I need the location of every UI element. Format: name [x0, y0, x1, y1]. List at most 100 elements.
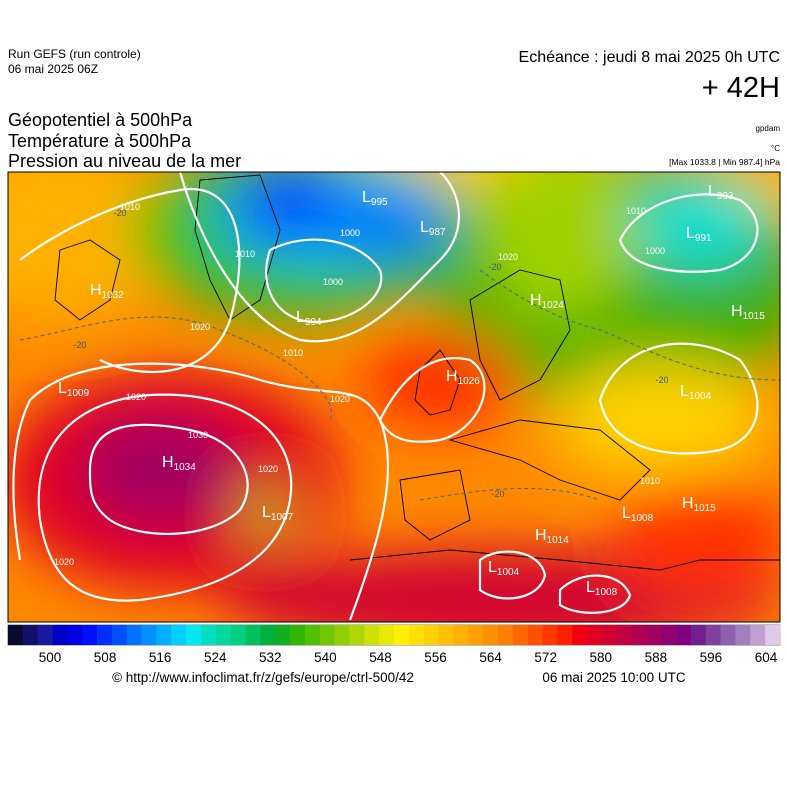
pressure-value: 994	[305, 317, 322, 328]
colorbar-tick-label: 524	[204, 650, 227, 665]
pressure-letter: H	[682, 495, 694, 512]
colorbar-swatch	[423, 625, 439, 645]
isobar-label: 1020	[498, 252, 518, 262]
map-field	[8, 172, 780, 622]
pressure-letter: H	[535, 527, 547, 544]
colorbar-swatch	[364, 625, 380, 645]
pressure-letter: H	[530, 292, 542, 309]
isobar-label: 1010	[626, 206, 646, 216]
field-title: Pression au niveau de la mer	[8, 151, 241, 171]
pressure-center: H1015	[682, 495, 716, 514]
colorbar-swatch	[8, 625, 24, 645]
colorbar-swatch	[661, 625, 677, 645]
colorbar-swatch	[201, 625, 217, 645]
colorbar-swatch	[111, 625, 128, 645]
pressure-letter: L	[362, 189, 371, 206]
pressure-letter: H	[446, 368, 458, 385]
isobar-label: 1010	[235, 249, 255, 259]
colorbar-swatch	[453, 625, 469, 645]
isobar-label: 1010	[120, 202, 140, 212]
colorbar-tick-label: 588	[645, 650, 668, 665]
colorbar-swatch	[379, 625, 395, 645]
pressure-center: H1014	[535, 527, 569, 546]
colorbar-tick-label: 564	[479, 650, 502, 665]
colorbar-tick-label: 580	[590, 650, 613, 665]
colorbar-tick-label: 500	[39, 650, 62, 665]
colorbar-swatch	[557, 625, 573, 645]
colorbar-swatch	[304, 625, 321, 645]
pressure-letter: L	[262, 504, 271, 521]
colorbar-swatch	[334, 625, 350, 645]
colorbar-tick-label: 532	[259, 650, 282, 665]
run-date: 06 mai 2025 06Z	[8, 62, 98, 76]
pressure-value: 1026	[458, 376, 481, 387]
colorbar-swatch	[601, 625, 617, 645]
colorbar-swatch	[156, 625, 172, 645]
colorbar-swatch	[67, 625, 83, 645]
generated-time: 06 mai 2025 10:00 UTC	[542, 670, 686, 685]
colorbar-swatch	[52, 625, 68, 645]
colorbar-tick-label: 572	[534, 650, 557, 665]
colorbar-swatch	[22, 625, 38, 645]
pressure-value: 1008	[595, 587, 618, 598]
pressure-center: L1007	[262, 504, 294, 523]
colorbar-swatch	[394, 625, 410, 645]
pressure-letter: H	[731, 303, 743, 320]
valid-time: Echéance : jeudi 8 mai 2025 0h UTC	[519, 49, 780, 66]
pressure-letter: L	[420, 219, 429, 236]
pressure-center: L1004	[680, 383, 712, 402]
pressure-value: 991	[695, 233, 712, 244]
unit-label: gpdam	[756, 124, 781, 133]
pressure-letter: L	[586, 579, 595, 596]
temperature-label: -20	[655, 375, 668, 385]
pressure-center: L995	[362, 189, 388, 208]
pressure-letter: L	[708, 183, 717, 200]
pressure-value: 993	[717, 191, 734, 202]
colorbar-swatch	[512, 625, 528, 645]
colorbar-tick-label: 596	[700, 650, 723, 665]
colorbar-swatch	[646, 625, 662, 645]
pressure-letter: L	[680, 383, 689, 400]
isobar-label: 1020	[330, 394, 350, 404]
pressure-center: L1008	[622, 505, 654, 524]
colorbar-swatch	[572, 625, 588, 645]
colorbar-swatch	[215, 625, 231, 645]
colorbar-swatch	[260, 625, 276, 645]
colorbar-swatch	[527, 625, 543, 645]
pressure-center: H1015	[731, 303, 765, 322]
pressure-letter: L	[296, 309, 305, 326]
colorbar-tick-label: 540	[314, 650, 337, 665]
colorbar-swatch	[483, 625, 499, 645]
source-url: © http://www.infoclimat.fr/z/gefs/europe…	[112, 670, 414, 685]
pressure-value: 1007	[271, 512, 294, 523]
isobar-label: 1020	[126, 392, 146, 402]
colorbar-swatch	[408, 625, 424, 645]
colorbar-tick-label: 508	[94, 650, 117, 665]
colorbar-swatch	[319, 625, 335, 645]
pressure-center: L1009	[58, 380, 90, 399]
pressure-value: 1034	[174, 462, 197, 473]
map-frame	[7, 171, 781, 623]
colorbar-swatch	[542, 625, 558, 645]
colorbar-swatch	[720, 625, 736, 645]
pressure-center: H1034	[162, 454, 196, 473]
pressure-value: 1024	[542, 300, 565, 311]
pressure-center: L994	[296, 309, 322, 328]
colorbar-swatch	[735, 625, 751, 645]
pressure-center: L993	[708, 183, 734, 202]
pressure-center: H1032	[90, 282, 124, 301]
colorbar-swatch	[349, 625, 365, 645]
colorbar-swatch	[497, 625, 514, 645]
isobar-label: 1000	[323, 277, 343, 287]
colorbar-swatch	[290, 625, 306, 645]
temperature-label: -20	[488, 262, 501, 272]
isobar-label: 1020	[258, 464, 278, 474]
colorbar-tick-label: 556	[424, 650, 447, 665]
colorbar-swatch	[765, 625, 781, 645]
lead-time: + 42H	[702, 72, 780, 104]
temperature-label: -20	[113, 208, 126, 218]
pressure-center: L991	[686, 225, 712, 244]
pressure-value: 987	[429, 227, 446, 238]
colorbar-tick-label: 604	[755, 650, 778, 665]
